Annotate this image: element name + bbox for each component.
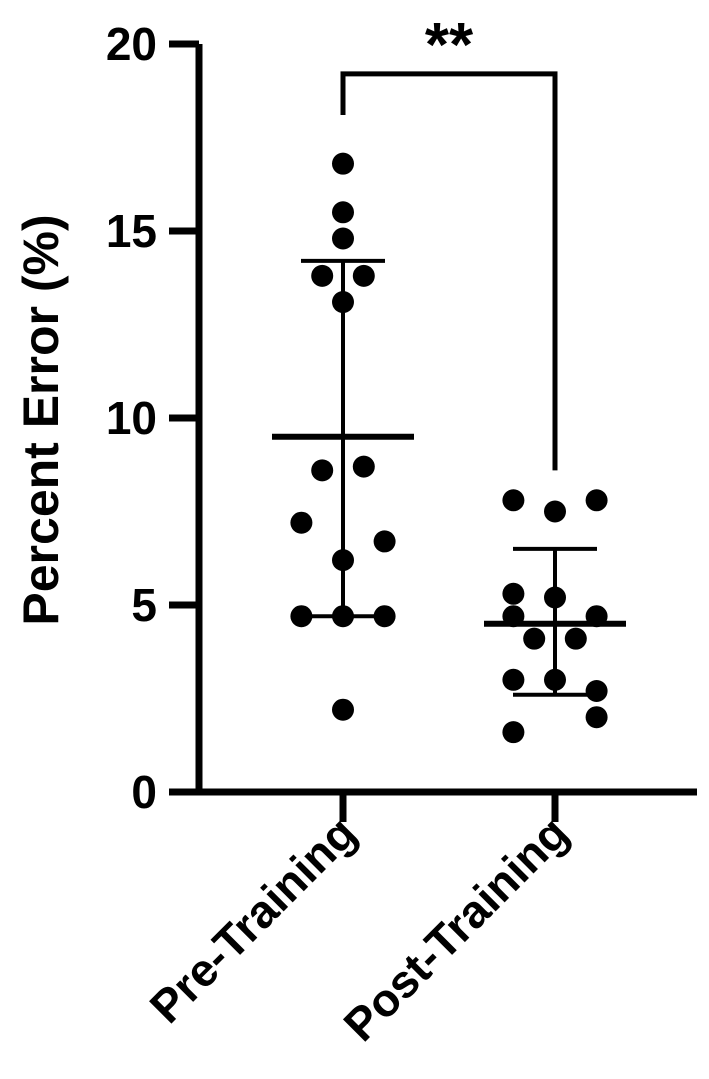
plot-area (272, 152, 626, 744)
data-point (544, 500, 566, 523)
data-point (585, 706, 608, 729)
data-point (352, 264, 375, 287)
data-point (290, 605, 313, 628)
data-point (332, 227, 354, 250)
data-point (544, 668, 566, 691)
x-tick-label: Pre-Training (140, 806, 367, 1033)
y-axis-title: Percent Error (%) (13, 214, 69, 625)
significance-stars: ** (425, 11, 474, 80)
data-point (502, 489, 525, 512)
data-point (523, 627, 546, 650)
data-point (502, 582, 525, 605)
data-point (564, 627, 587, 650)
data-point (332, 605, 354, 628)
y-tick-label: 20 (106, 18, 157, 70)
data-point (585, 489, 608, 512)
data-point (373, 530, 396, 553)
data-point (332, 201, 354, 224)
y-tick-label: 15 (106, 205, 157, 257)
data-point (352, 455, 375, 478)
data-point (311, 459, 334, 482)
data-point (544, 586, 566, 609)
data-point (373, 605, 396, 628)
series-pre-training (272, 152, 414, 721)
y-tick-label: 5 (131, 579, 157, 631)
data-point (332, 291, 354, 314)
y-tick-label: 0 (131, 766, 157, 818)
series-post-training (484, 489, 626, 744)
y-tick-label: 10 (106, 392, 157, 444)
data-point (290, 511, 313, 534)
data-point (332, 698, 354, 721)
y-axis: 0 5 10 15 20 Percent Error (%) (13, 18, 203, 818)
data-point (332, 549, 354, 572)
data-point (502, 668, 525, 691)
data-point (585, 680, 608, 703)
data-point (332, 152, 354, 175)
data-point (502, 721, 525, 744)
y-axis-ticks: 0 5 10 15 20 (106, 18, 199, 818)
data-point (311, 264, 334, 287)
significance-annotation: ** (340, 11, 558, 471)
x-tick-label: Post-Training (333, 806, 578, 1051)
significance-bracket (340, 71, 558, 471)
